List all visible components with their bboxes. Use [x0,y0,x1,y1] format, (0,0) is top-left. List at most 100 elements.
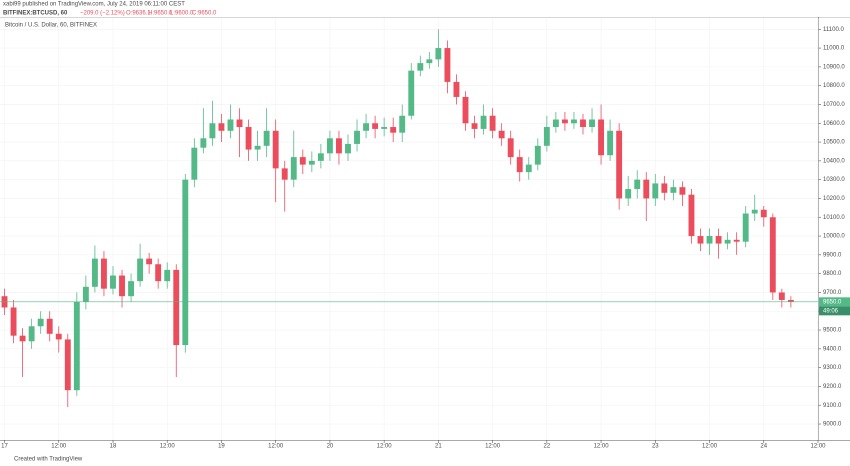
change: −209.0 (−2.12%) [80,11,125,17]
y-tick-label: 10000.0 [823,234,845,240]
countdown-box [819,306,850,316]
candle-body [589,119,595,128]
x-tick-label: 12:00 [160,444,176,450]
candle-body [290,157,297,180]
candle-body [580,119,586,128]
y-tick-label: 11100.0 [823,27,844,33]
candle-body [670,187,677,193]
candle-body [435,48,442,60]
candle-body [137,258,144,282]
x-tick-label: 12:00 [594,444,610,450]
candle-body [390,127,397,133]
candle-body [787,299,794,302]
candle-body [498,130,505,139]
y-tick-label: 9400.0 [823,346,842,352]
x-tick-label: 20 [327,444,334,450]
candle-body [688,194,695,237]
candle-body [354,130,360,144]
candle-body [679,187,686,195]
candle-body [634,179,641,190]
candle-body [652,183,659,199]
countdown: 49:06 [823,308,839,314]
candle-body [345,143,351,154]
candle-body [489,115,496,131]
candle-body [272,130,279,169]
candle-body [10,307,17,336]
candle-body [173,269,180,346]
x-tick-label: 17 [1,444,8,450]
footer: Created with TradingView [14,457,83,463]
x-tick-label: 12:00 [377,444,393,450]
candle-body [552,119,559,128]
candle-body [760,209,767,218]
candle-body [733,239,740,242]
symbol: BITFINEX:BTCUSD, 60 [3,11,68,17]
candle-body [643,179,650,199]
candle-body [236,119,243,128]
y-tick-label: 10100.0 [823,215,845,221]
y-tick-label: 10900.0 [823,64,845,70]
candle-body [164,269,171,282]
candle-body [616,130,623,199]
candle-body [281,168,288,180]
x-tick-label: 22 [543,444,550,450]
candle-body [426,59,433,64]
y-tick-label: 9700.0 [823,290,842,296]
candle-body [46,318,53,334]
candle-body [336,138,342,154]
ohlc-open: O:9636.1 [126,11,151,17]
candle-body [299,157,306,165]
candle-body [751,209,758,214]
candle-body [516,157,523,173]
y-tick-label: 10800.0 [823,83,845,89]
y-tick-label: 9300.0 [823,365,842,371]
publisher: xabi99 published on TradingView.com, Jul… [3,2,185,8]
candle-body [471,123,478,129]
x-tick-label: 12:00 [51,444,67,450]
candle-body [28,326,35,342]
candle-body [19,335,26,342]
candle-body [381,127,388,129]
candle-body [598,119,605,156]
candle-body [227,119,234,131]
candle-body [525,164,532,173]
x-tick-label: 19 [218,444,225,450]
candle-body [146,258,153,265]
y-tick-label: 10500.0 [823,140,845,146]
y-tick-label: 10400.0 [823,158,845,164]
candle-body [182,179,189,346]
candle-body [724,239,731,244]
y-tick-label: 9900.0 [823,252,842,258]
candle-body [55,333,62,340]
candle-body [543,127,550,146]
candle-body [101,258,107,289]
candle-body [128,281,134,297]
candle-body [444,48,451,82]
y-tick-label: 10700.0 [823,102,845,108]
candle-body [110,275,116,289]
candle-body [706,236,713,244]
y-tick-label: 9100.0 [823,403,842,409]
chart-title: Bitcoin / U.S. Dollar, 60, BITFINEX [5,23,97,29]
candle-body [715,236,722,244]
candle-body [507,138,514,158]
candle-body [697,236,704,244]
x-tick-label: 23 [652,444,659,450]
ohlc-close: C:9650.0 [192,11,217,17]
last-price-label: 9650.0 [823,299,842,305]
candle-body [263,130,270,146]
candle-body [534,145,541,165]
candle-body [254,145,261,150]
x-tick-label: 12:00 [268,444,284,450]
candle-body [462,96,469,124]
candle-body [64,339,71,391]
candle-body [363,123,370,131]
candle-body [661,183,668,193]
candle-body [408,70,415,116]
candle-body [372,123,379,129]
y-tick-label: 9800.0 [823,271,842,277]
candle-body [37,318,44,327]
candle-body [119,275,125,297]
y-tick-label: 11000.0 [823,46,845,52]
